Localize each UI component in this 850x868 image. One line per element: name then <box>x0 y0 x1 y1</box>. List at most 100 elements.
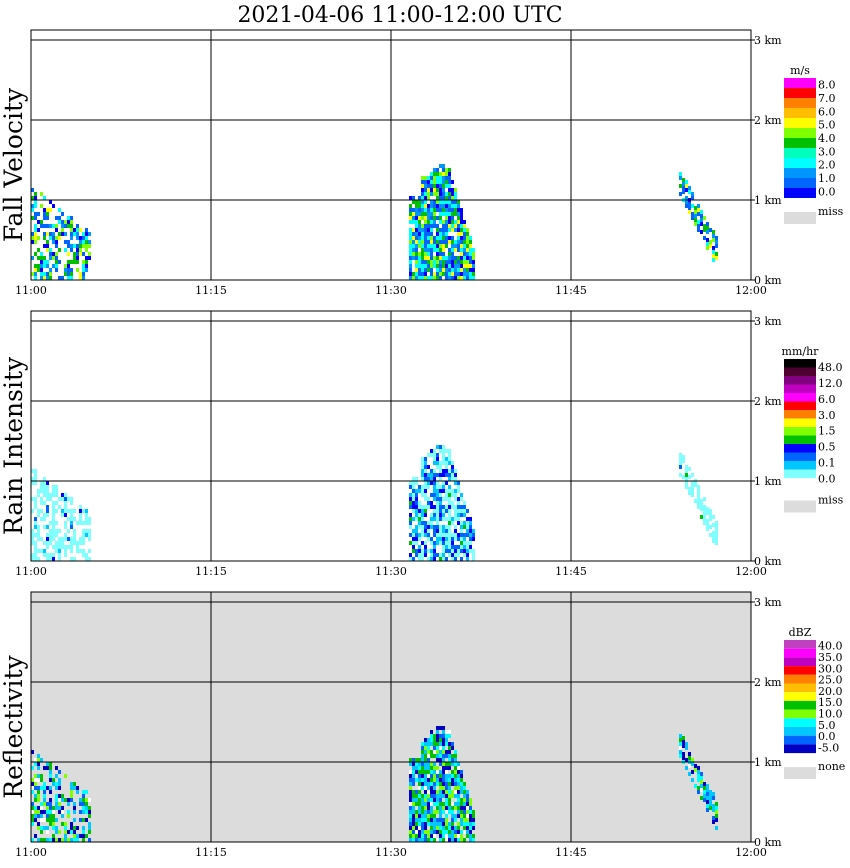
echo-cell <box>430 778 433 782</box>
legend-label: 6.0 <box>818 393 836 406</box>
echo-cell <box>442 208 445 212</box>
echo-cell <box>439 232 442 236</box>
echo-cell <box>439 806 442 810</box>
legend-label: 5.0 <box>818 119 836 132</box>
echo-cell <box>466 256 469 260</box>
echo-cell <box>700 499 703 503</box>
echo-cell <box>436 477 439 481</box>
echo-cell <box>58 557 61 561</box>
echo-cell <box>454 545 457 549</box>
echo-cell <box>34 541 37 545</box>
echo-cell <box>418 822 421 826</box>
echo-cell <box>697 505 700 509</box>
echo-cell <box>409 557 412 561</box>
echo-cell <box>439 525 442 529</box>
echo-cell <box>457 798 460 802</box>
echo-cell <box>472 256 475 260</box>
echo-cell <box>40 501 43 505</box>
echo-cell <box>424 228 427 232</box>
panel-label: Rain Intensity <box>0 356 28 535</box>
echo-cell <box>709 529 712 533</box>
echo-cell <box>454 276 457 280</box>
echo-cell <box>412 228 415 232</box>
echo-cell <box>442 553 445 557</box>
echo-cell <box>31 766 34 770</box>
echo-cell <box>685 477 688 481</box>
echo-cell <box>451 521 454 525</box>
echo-cell <box>427 188 430 192</box>
echo-cell <box>433 501 436 505</box>
echo-cell <box>55 489 58 493</box>
echo-cell <box>430 252 433 256</box>
echo-cell <box>433 172 436 176</box>
echo-cell <box>451 545 454 549</box>
echo-cell <box>34 469 37 473</box>
echo-cell <box>454 224 457 228</box>
echo-cell <box>67 509 70 513</box>
echo-region <box>409 164 475 280</box>
echo-cell <box>88 822 91 826</box>
echo-cell <box>49 268 52 272</box>
echo-cell <box>421 557 424 561</box>
echo-cell <box>52 501 55 505</box>
echo-cell <box>448 786 451 790</box>
echo-cell <box>433 754 436 758</box>
echo-cell <box>691 216 694 220</box>
echo-cell <box>439 465 442 469</box>
echo-cell <box>415 818 418 822</box>
echo-cell <box>421 485 424 489</box>
echo-cell <box>415 513 418 517</box>
echo-cell <box>469 810 472 814</box>
echo-cell <box>430 730 433 734</box>
echo-cell <box>460 822 463 826</box>
echo-cell <box>457 208 460 212</box>
echo-cell <box>706 222 709 226</box>
legend-label: 2.0 <box>818 159 836 172</box>
echo-cell <box>715 802 718 806</box>
echo-cell <box>457 481 460 485</box>
echo-cell <box>715 810 718 814</box>
echo-cell <box>457 529 460 533</box>
echo-cell <box>70 830 73 834</box>
echo-cell <box>463 822 466 826</box>
echo-cell <box>418 533 421 537</box>
echo-cell <box>412 232 415 236</box>
echo-cell <box>682 178 685 182</box>
echo-cell <box>439 497 442 501</box>
echo-cell <box>466 545 469 549</box>
echo-cell <box>427 252 430 256</box>
echo-cell <box>472 838 475 842</box>
echo-cell <box>427 738 430 742</box>
echo-cell <box>31 509 34 513</box>
echo-cell <box>412 770 415 774</box>
echo-cell <box>409 252 412 256</box>
echo-cell <box>64 264 67 268</box>
echo-cell <box>445 509 448 513</box>
echo-cell <box>415 256 418 260</box>
echo-cell <box>79 537 82 541</box>
echo-cell <box>433 276 436 280</box>
echo-cell <box>454 228 457 232</box>
echo-cell <box>415 794 418 798</box>
echo-cell <box>460 212 463 216</box>
echo-cell <box>433 766 436 770</box>
echo-cell <box>409 272 412 276</box>
echo-cell <box>424 810 427 814</box>
echo-cell <box>412 549 415 553</box>
echo-cell <box>409 533 412 537</box>
echo-cell <box>457 505 460 509</box>
echo-cell <box>715 814 718 818</box>
echo-cell <box>697 212 700 216</box>
echo-cell <box>703 236 706 240</box>
echo-cell <box>421 798 424 802</box>
echo-cell <box>64 272 67 276</box>
echo-cell <box>463 244 466 248</box>
echo-cell <box>40 786 43 790</box>
echo-cell <box>412 525 415 529</box>
echo-cell <box>409 212 412 216</box>
echo-cell <box>415 477 418 481</box>
echo-cell <box>418 770 421 774</box>
echo-cell <box>424 822 427 826</box>
echo-cell <box>418 505 421 509</box>
echo-cell <box>37 549 40 553</box>
